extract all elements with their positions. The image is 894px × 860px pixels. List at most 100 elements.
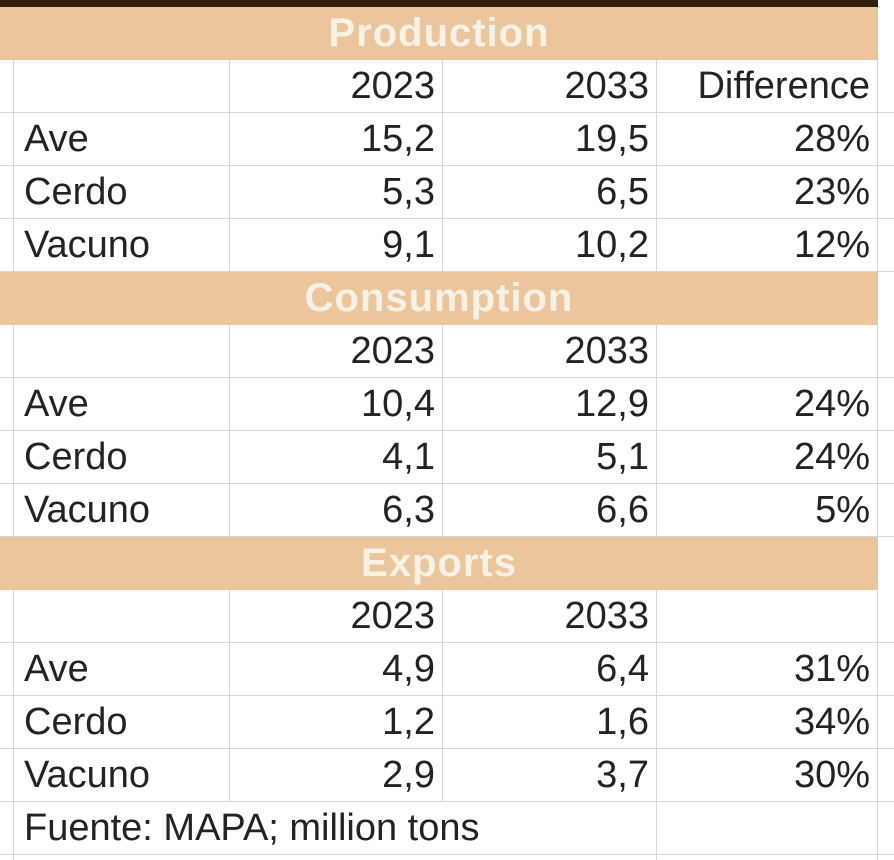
value-2023[interactable]: 10,4: [230, 378, 443, 431]
right-margin: [878, 537, 894, 590]
right-margin: [878, 484, 894, 537]
value-2023[interactable]: 9,1: [230, 219, 443, 272]
table-row-consumption-ave: Ave 10,4 12,9 24%: [0, 378, 894, 431]
right-margin: [878, 378, 894, 431]
col-header-empty[interactable]: [657, 590, 878, 643]
column-header-row-production: 2023 2033 Difference: [0, 60, 894, 113]
row-label[interactable]: Ave: [14, 643, 230, 696]
top-dark-strip: [0, 0, 878, 7]
col-header-2033[interactable]: 2033: [443, 590, 657, 643]
value-difference[interactable]: 31%: [657, 643, 878, 696]
left-margin: [0, 802, 14, 855]
empty-cell[interactable]: [657, 802, 878, 855]
table-row-production-cerdo: Cerdo 5,3 6,5 23%: [0, 166, 894, 219]
right-margin: [878, 643, 894, 696]
value-difference[interactable]: 24%: [657, 431, 878, 484]
col-header-2023[interactable]: 2023: [230, 590, 443, 643]
table-row-production-ave: Ave 15,2 19,5 28%: [0, 113, 894, 166]
left-margin: [0, 590, 14, 643]
value-2023[interactable]: 2,9: [230, 749, 443, 802]
left-margin: [0, 484, 14, 537]
table-row-production-vacuno: Vacuno 9,1 10,2 12%: [0, 219, 894, 272]
table-row-consumption-vacuno: Vacuno 6,3 6,6 5%: [0, 484, 894, 537]
right-margin: [878, 590, 894, 643]
right-margin: [878, 272, 894, 325]
value-difference[interactable]: 24%: [657, 378, 878, 431]
value-2023[interactable]: 15,2: [230, 113, 443, 166]
col-header-2033[interactable]: 2033: [443, 60, 657, 113]
left-margin: [0, 431, 14, 484]
table-row-exports-ave: Ave 4,9 6,4 31%: [0, 643, 894, 696]
table-row-exports-cerdo: Cerdo 1,2 1,6 34%: [0, 696, 894, 749]
left-margin: [0, 378, 14, 431]
row-label[interactable]: Cerdo: [14, 431, 230, 484]
left-margin: [0, 643, 14, 696]
value-2023[interactable]: 4,9: [230, 643, 443, 696]
col-header-2033[interactable]: 2033: [443, 325, 657, 378]
right-margin: [878, 855, 894, 860]
value-difference[interactable]: 30%: [657, 749, 878, 802]
row-label[interactable]: Ave: [14, 113, 230, 166]
top-strip-row: [0, 0, 894, 7]
col-header-difference[interactable]: Difference: [657, 60, 878, 113]
value-2033[interactable]: 10,2: [443, 219, 657, 272]
left-margin: [0, 113, 14, 166]
right-margin: [878, 325, 894, 378]
empty-cell: [657, 855, 878, 860]
value-2033[interactable]: 5,1: [443, 431, 657, 484]
value-2033[interactable]: 6,6: [443, 484, 657, 537]
row-label[interactable]: Vacuno: [14, 219, 230, 272]
value-difference[interactable]: 34%: [657, 696, 878, 749]
left-margin: [0, 219, 14, 272]
right-margin: [878, 60, 894, 113]
row-label[interactable]: Ave: [14, 378, 230, 431]
value-2023[interactable]: 1,2: [230, 696, 443, 749]
right-margin: [878, 431, 894, 484]
row-label[interactable]: Vacuno: [14, 484, 230, 537]
corner-cell[interactable]: [14, 325, 230, 378]
section-band-exports: Exports: [0, 537, 894, 590]
value-2023[interactable]: 6,3: [230, 484, 443, 537]
section-title-production[interactable]: Production: [0, 7, 878, 60]
row-label[interactable]: Cerdo: [14, 696, 230, 749]
left-margin: [0, 166, 14, 219]
row-label[interactable]: Cerdo: [14, 166, 230, 219]
section-title-consumption[interactable]: Consumption: [0, 272, 878, 325]
value-2023[interactable]: 5,3: [230, 166, 443, 219]
left-margin: [0, 325, 14, 378]
value-2033[interactable]: 12,9: [443, 378, 657, 431]
value-difference[interactable]: 23%: [657, 166, 878, 219]
value-2033[interactable]: 3,7: [443, 749, 657, 802]
right-margin: [878, 7, 894, 60]
right-margin: [878, 219, 894, 272]
value-difference[interactable]: 28%: [657, 113, 878, 166]
value-2033[interactable]: 6,5: [443, 166, 657, 219]
right-margin: [878, 696, 894, 749]
col-header-2023[interactable]: 2023: [230, 325, 443, 378]
top-strip-gap: [878, 0, 894, 7]
col-header-empty[interactable]: [657, 325, 878, 378]
value-difference[interactable]: 5%: [657, 484, 878, 537]
table-row-consumption-cerdo: Cerdo 4,1 5,1 24%: [0, 431, 894, 484]
section-band-consumption: Consumption: [0, 272, 894, 325]
section-band-production: Production: [0, 7, 894, 60]
corner-cell[interactable]: [14, 590, 230, 643]
value-difference[interactable]: 12%: [657, 219, 878, 272]
bottom-partial-row: [0, 855, 894, 860]
right-margin: [878, 749, 894, 802]
row-label[interactable]: Vacuno: [14, 749, 230, 802]
value-2023[interactable]: 4,1: [230, 431, 443, 484]
section-title-exports[interactable]: Exports: [0, 537, 878, 590]
value-2033[interactable]: 6,4: [443, 643, 657, 696]
source-note[interactable]: Fuente: MAPA; million tons: [14, 802, 657, 855]
column-header-row-exports: 2023 2033: [0, 590, 894, 643]
left-margin: [0, 749, 14, 802]
left-margin: [0, 696, 14, 749]
value-2033[interactable]: 19,5: [443, 113, 657, 166]
value-2033[interactable]: 1,6: [443, 696, 657, 749]
left-margin: [0, 60, 14, 113]
table-row-exports-vacuno: Vacuno 2,9 3,7 30%: [0, 749, 894, 802]
corner-cell[interactable]: [14, 60, 230, 113]
col-header-2023[interactable]: 2023: [230, 60, 443, 113]
